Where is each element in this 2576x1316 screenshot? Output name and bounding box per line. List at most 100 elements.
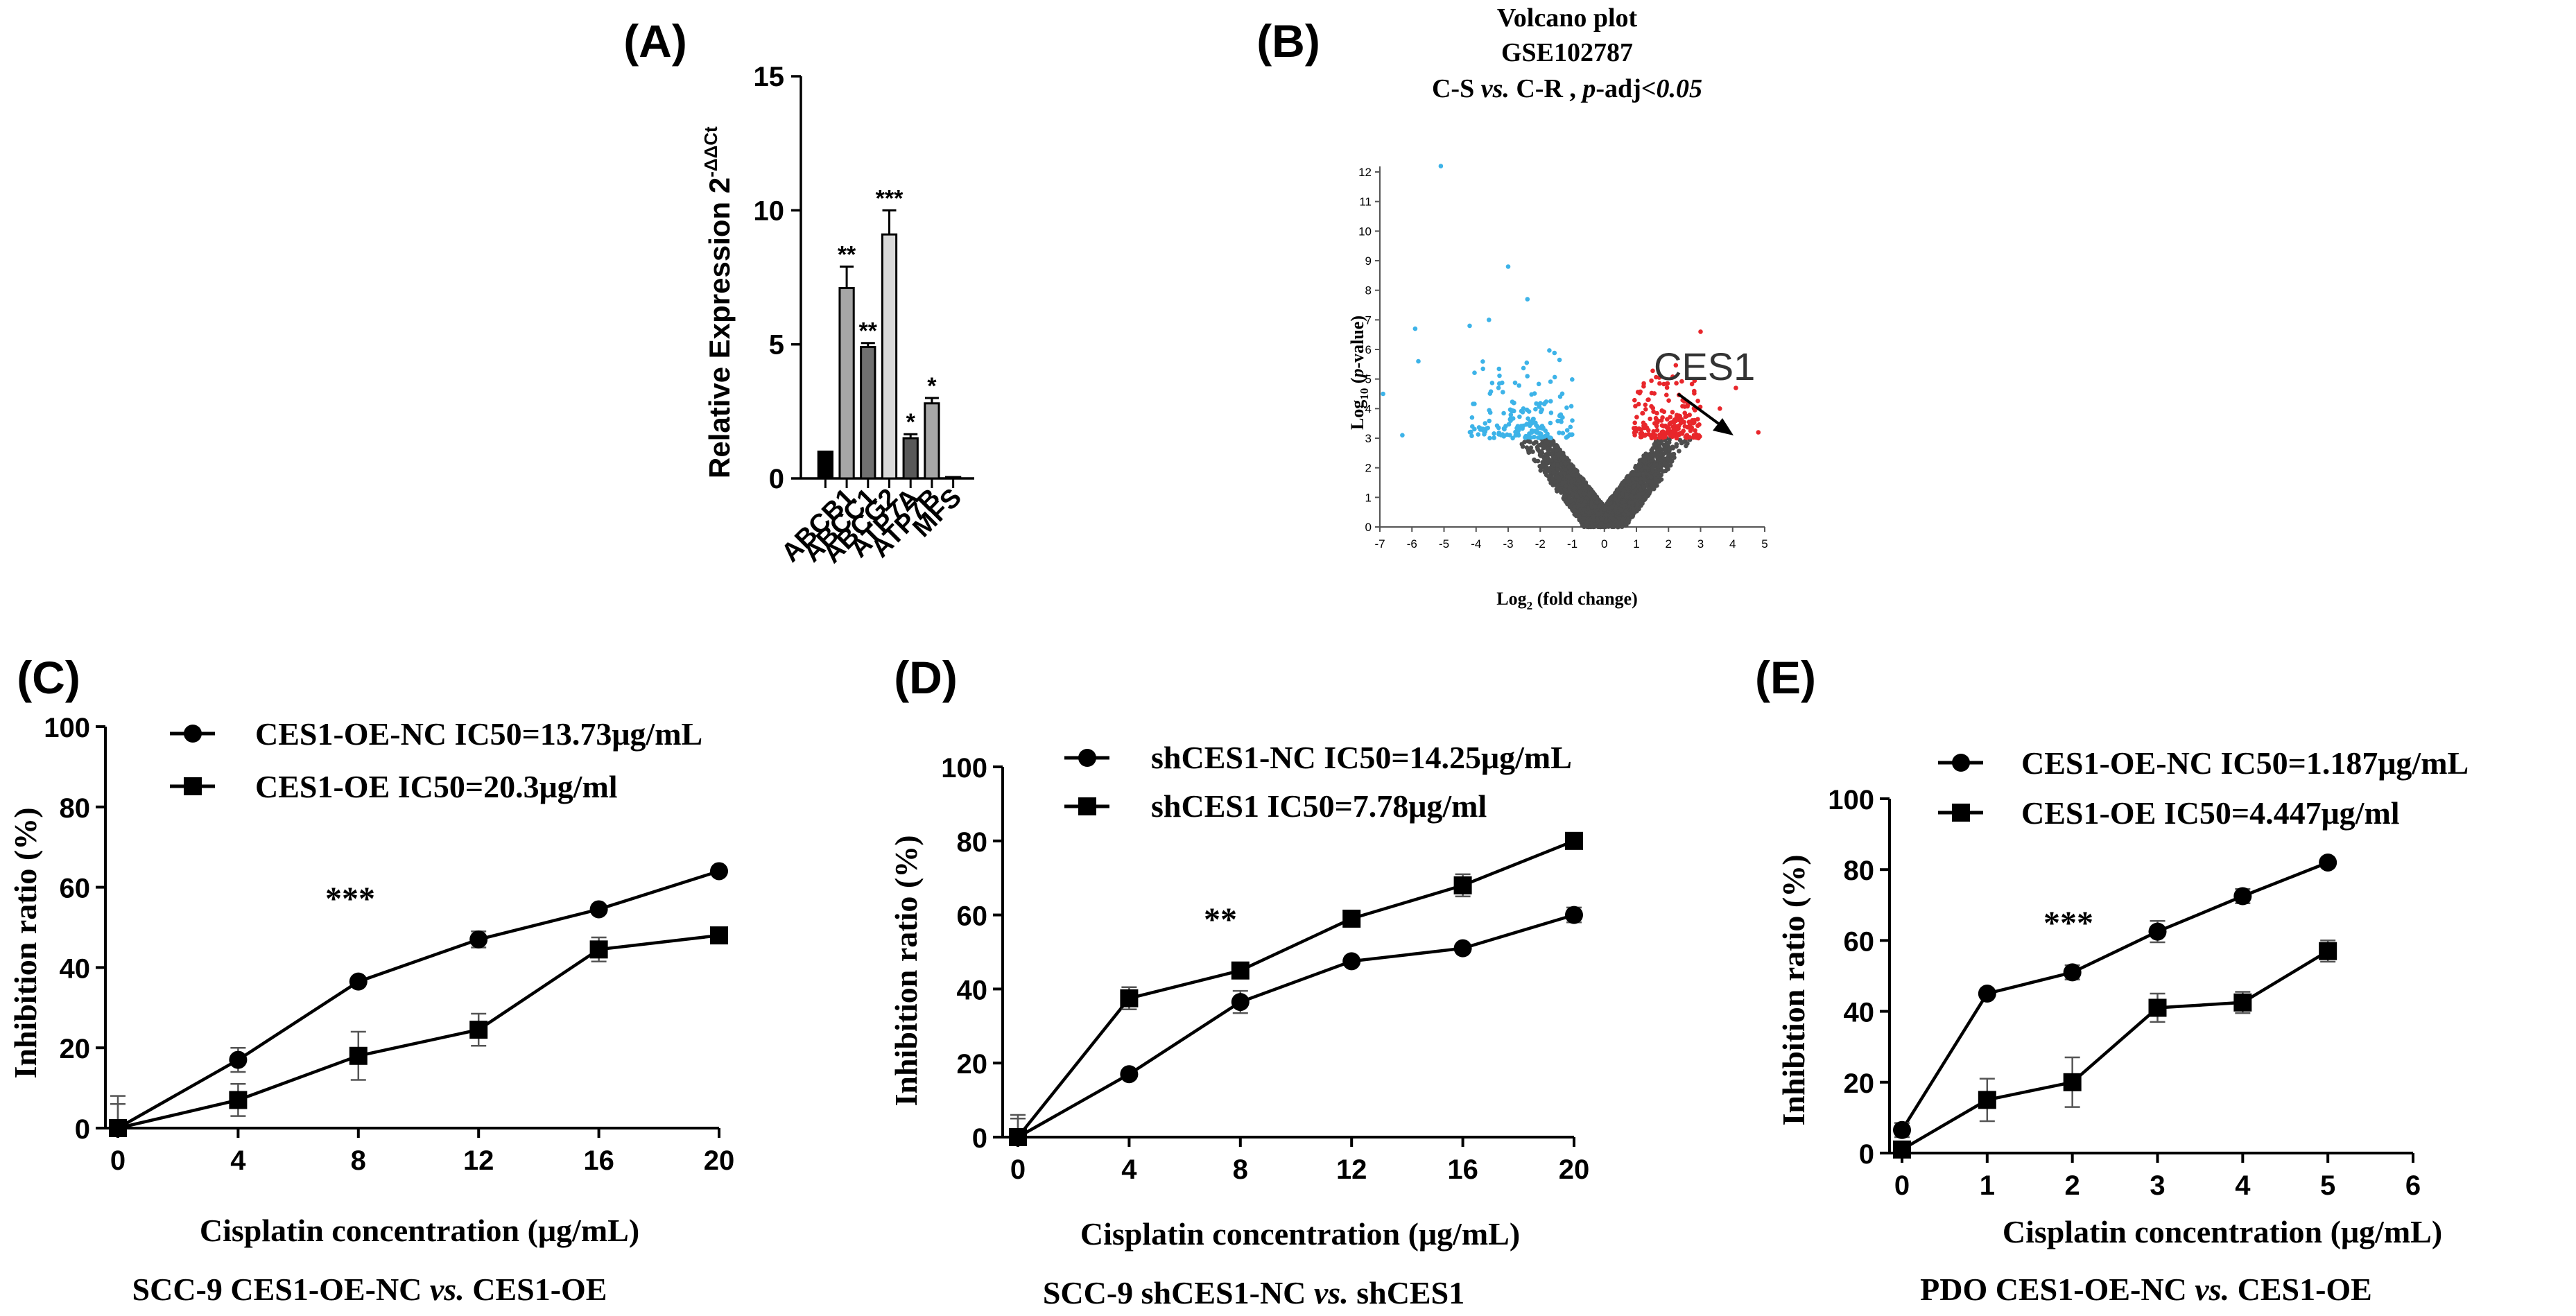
b-point-ns (1630, 476, 1635, 482)
b-point-up (1682, 424, 1688, 429)
b-point-ns (1558, 471, 1563, 476)
data-point-circle (2063, 963, 2082, 982)
b-point-up (1632, 397, 1637, 403)
b-point-down (1472, 370, 1477, 375)
ces1-annotation: CES1 (1654, 345, 1755, 388)
b-point-down (1496, 386, 1501, 390)
b-point-ns (1559, 480, 1565, 485)
b-point-up (1643, 407, 1648, 412)
b-point-down (1564, 435, 1569, 440)
b-y-tick-label: 9 (1365, 254, 1372, 268)
panel-d-caption: SCC-9 shCES1-NC vs. shCES1 (1043, 1275, 1464, 1310)
legend-circle-marker (184, 725, 202, 743)
b-point-up (1665, 417, 1670, 422)
b-point-down (1501, 410, 1506, 416)
b-y-tick-label: 4 (1365, 402, 1372, 415)
data-point-circle (349, 972, 368, 991)
b-point-down (1476, 432, 1481, 437)
panel-b-title-line1: Volcano plot (1497, 3, 1638, 33)
data-point-circle (1893, 1120, 1911, 1139)
b-point-ns (1630, 490, 1636, 494)
data-point-circle (1453, 939, 1472, 958)
b-point-ns (1567, 487, 1572, 492)
b-point-down (1538, 409, 1544, 415)
ces1-arrow-line (1677, 392, 1727, 430)
data-point-circle (1120, 1065, 1139, 1084)
b-point-down (1564, 428, 1570, 433)
b-point-down (1547, 348, 1552, 353)
b-point-ns (1640, 491, 1645, 496)
b-point-ns (1630, 484, 1636, 490)
b-point-up (1689, 425, 1694, 431)
b-point-up (1682, 404, 1687, 409)
b-point-ns (1649, 474, 1654, 480)
b-point-ns (1555, 483, 1560, 488)
line-y-tick-label: 0 (972, 1123, 987, 1154)
line-x-tick-label: 5 (2320, 1170, 2335, 1201)
b-point-down (1489, 381, 1495, 386)
b-y-tick-label: 2 (1365, 462, 1372, 475)
b-point-up (1659, 423, 1665, 428)
b-point-ns (1569, 478, 1574, 484)
b-point-down (1483, 421, 1488, 426)
b-point-ns (1546, 450, 1551, 455)
b-point-down (1570, 377, 1575, 382)
panel-b-label: (B) (1256, 15, 1320, 67)
panel-b-xlabel: Log2 (fold change) (1496, 589, 1638, 612)
b-point-up (1654, 410, 1659, 416)
b-point-ns (1663, 443, 1668, 449)
b-point-down (1524, 360, 1530, 365)
b-point-up (1756, 430, 1761, 435)
b-point-down (1510, 399, 1515, 404)
panel-c-xlabel: Cisplatin concentration (μg/mL) (200, 1213, 639, 1248)
legend-circle-marker (1078, 749, 1096, 767)
data-point-circle (710, 862, 728, 881)
b-point-down (1513, 433, 1518, 438)
line-y-tick-label: 40 (957, 975, 988, 1005)
panel-e-line-chart: (E) Inhibition ratio (%) Cisplatin conce… (1755, 652, 2469, 1307)
line-y-tick-label: 60 (957, 901, 988, 932)
a-bar (860, 346, 876, 480)
b-point-down (1516, 383, 1521, 388)
data-point-circle (1342, 952, 1361, 971)
b-point-up (1689, 381, 1695, 387)
b-point-down (1501, 434, 1507, 439)
b-point-ns (1587, 517, 1593, 522)
b-point-ns (1551, 462, 1556, 467)
a-y-tick-label: 0 (769, 464, 784, 494)
a-y-tick-label: 15 (754, 62, 785, 92)
b-point-ns (1562, 471, 1567, 476)
line-y-tick-label: 80 (1844, 856, 1875, 886)
b-point-up (1661, 409, 1667, 415)
b-point-ns (1659, 467, 1664, 473)
b-point-ns (1550, 439, 1556, 444)
b-point-up (1636, 426, 1642, 431)
b-point-ns (1600, 517, 1605, 522)
b-x-tick-label: -6 (1407, 537, 1417, 551)
b-point-ns (1602, 507, 1607, 512)
b-point-ns (1677, 438, 1683, 442)
b-x-tick-label: -5 (1439, 537, 1449, 551)
b-point-ns (1582, 499, 1588, 504)
line-x-tick-label: 16 (583, 1145, 614, 1176)
b-point-ns (1658, 439, 1663, 444)
b-point-ns (1616, 516, 1621, 521)
b-point-down (1568, 404, 1574, 409)
b-point-ns (1612, 508, 1618, 512)
b-x-tick-label: -2 (1535, 537, 1546, 551)
b-point-ns (1584, 521, 1589, 526)
b-point-down (1494, 423, 1500, 428)
b-point-up (1632, 420, 1637, 426)
data-point-circle (1231, 993, 1250, 1012)
b-point-up (1684, 435, 1689, 440)
b-point-ns (1562, 494, 1568, 499)
panel-e-legend-series1: CES1-OE-NC IC50=1.187μg/mL (2021, 745, 2469, 781)
b-point-down (1510, 435, 1515, 441)
b-point-up (1636, 401, 1641, 407)
ces1-arrow-head (1713, 418, 1734, 435)
a-significance-mark: ** (859, 318, 878, 345)
b-point-ns (1565, 501, 1570, 507)
b-point-up (1633, 404, 1638, 409)
b-point-ns (1623, 508, 1628, 514)
